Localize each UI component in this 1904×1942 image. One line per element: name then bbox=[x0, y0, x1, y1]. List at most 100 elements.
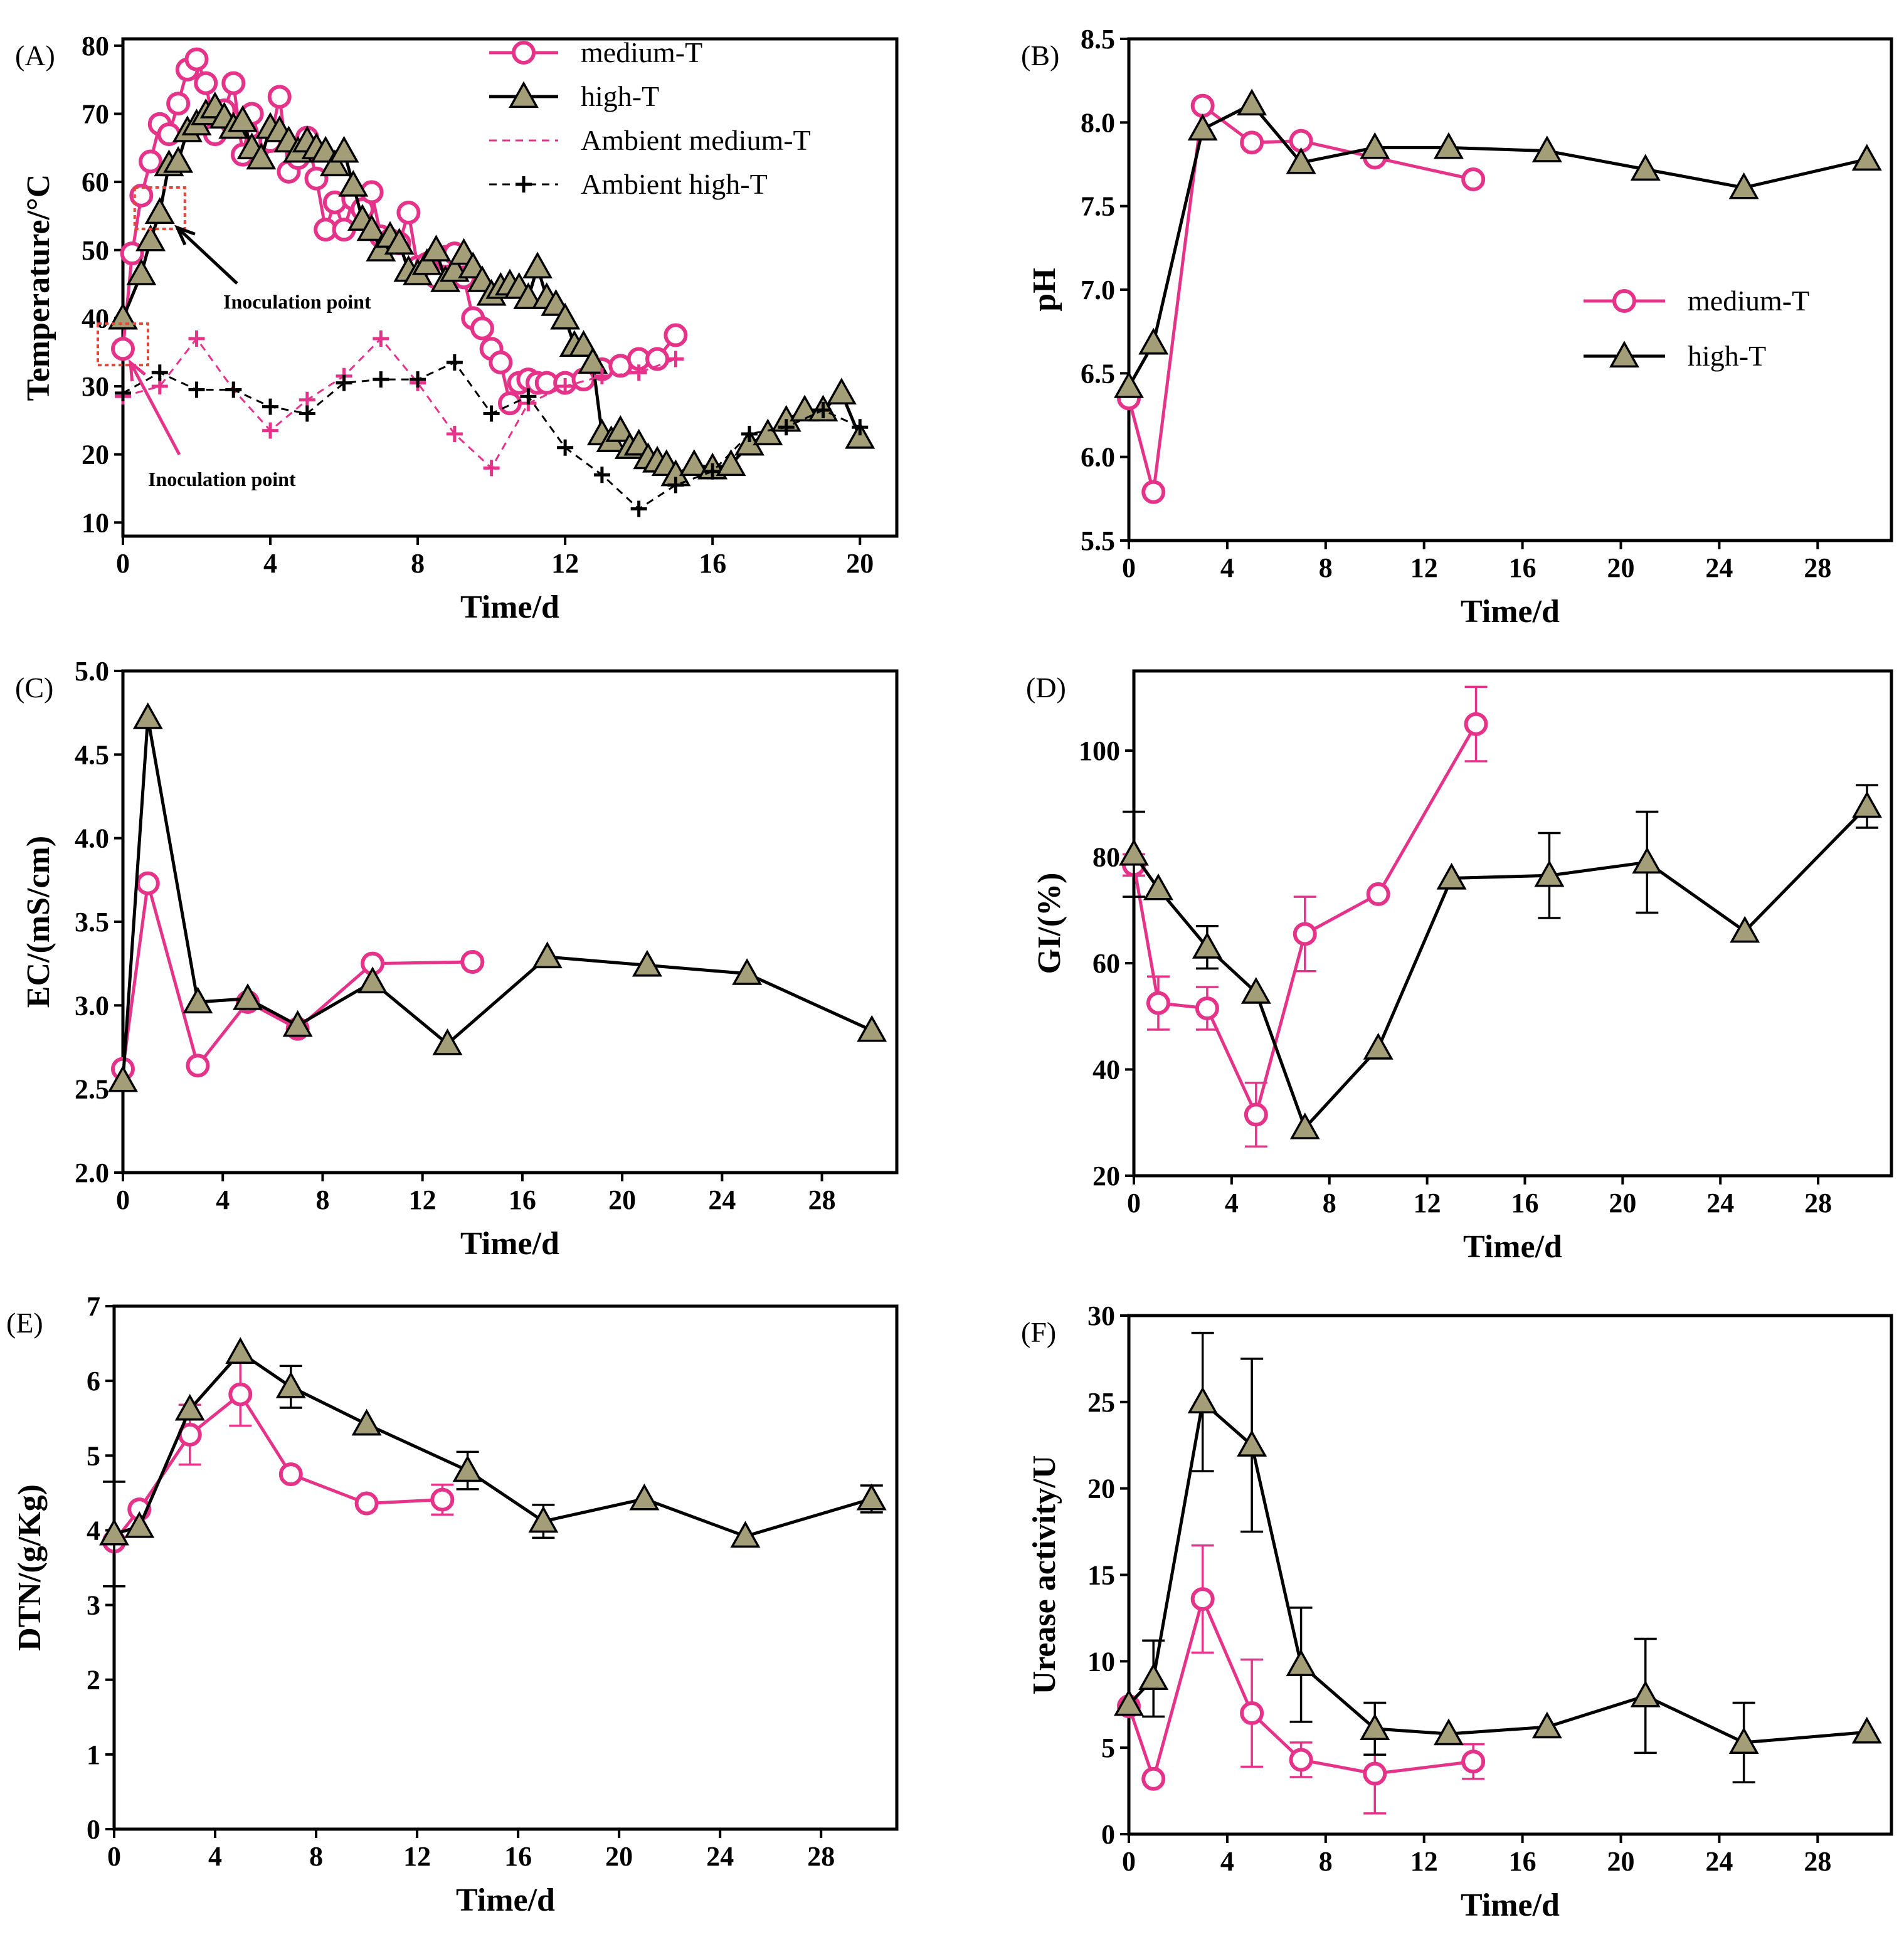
x-tick-label: 20 bbox=[1607, 1846, 1635, 1877]
y-tick-label: 60 bbox=[1092, 948, 1120, 979]
plot-frame bbox=[121, 669, 899, 1174]
series-high-t bbox=[1114, 88, 1882, 398]
x-tick-label: 24 bbox=[708, 1185, 736, 1215]
data-point bbox=[790, 394, 820, 422]
data-point bbox=[1192, 932, 1222, 959]
data-point bbox=[730, 1521, 761, 1548]
panel-d: 0 4 8 12 16 20 24 28 20 40 60 80 100 Time/d GI/(%) (D) bbox=[1026, 669, 1893, 1265]
y-tick-label: 7.5 bbox=[1081, 191, 1115, 222]
data-point bbox=[1240, 1701, 1264, 1726]
data-point bbox=[108, 1065, 138, 1092]
data-point bbox=[396, 201, 421, 225]
y-tick-label: 0 bbox=[87, 1814, 100, 1845]
x-tick-label: 16 bbox=[504, 1841, 532, 1872]
data-point bbox=[1461, 1749, 1486, 1774]
x-axis-title: Time/d bbox=[1461, 1887, 1560, 1923]
data-point bbox=[1240, 977, 1271, 1004]
y-tick-label: 1 bbox=[87, 1739, 100, 1770]
x-tick-label: 0 bbox=[1122, 552, 1136, 583]
data-point bbox=[1141, 480, 1166, 504]
x-tick-label: 24 bbox=[706, 1841, 734, 1872]
data-point bbox=[1293, 922, 1317, 946]
data-point bbox=[532, 941, 563, 969]
data-point bbox=[373, 371, 389, 388]
data-point bbox=[667, 477, 684, 493]
y-tick-label: 0 bbox=[1101, 1819, 1115, 1850]
data-point bbox=[778, 419, 795, 436]
data-point bbox=[1464, 712, 1488, 736]
data-point bbox=[1114, 1689, 1144, 1716]
x-tick-label: 28 bbox=[808, 1185, 836, 1215]
x-tick-label: 12 bbox=[403, 1841, 431, 1872]
x-tick-label: 24 bbox=[1705, 552, 1733, 583]
series-line bbox=[114, 1351, 872, 1538]
data-point bbox=[732, 958, 763, 985]
data-point bbox=[151, 378, 168, 395]
y-tick-label: 10 bbox=[1087, 1646, 1115, 1677]
legend-marker bbox=[512, 41, 536, 65]
x-tick-label: 20 bbox=[605, 1841, 633, 1872]
legend-entry: high-T bbox=[581, 80, 659, 112]
x-tick-label: 28 bbox=[1804, 552, 1831, 583]
y-tick-label: 8.0 bbox=[1081, 107, 1115, 138]
data-point bbox=[557, 378, 574, 395]
data-point bbox=[826, 377, 857, 405]
x-tick-label: 16 bbox=[1509, 552, 1536, 583]
data-point bbox=[129, 183, 154, 208]
data-point bbox=[1728, 172, 1759, 199]
plot-frame bbox=[121, 37, 899, 538]
y-axis-title: pH bbox=[1027, 268, 1062, 311]
series-high-t bbox=[1114, 1331, 1882, 1784]
data-point bbox=[1360, 1713, 1390, 1740]
legend: medium-T high-T Ambient medium-T Ambient hi… bbox=[489, 36, 811, 200]
data-point bbox=[852, 419, 869, 436]
data-point bbox=[233, 983, 263, 1010]
y-tick-label: 40 bbox=[1092, 1055, 1120, 1085]
data-point bbox=[1363, 1033, 1394, 1060]
data-point bbox=[163, 145, 194, 173]
data-point bbox=[299, 405, 315, 422]
data-point bbox=[1237, 1430, 1267, 1457]
data-point bbox=[267, 85, 292, 109]
data-point bbox=[319, 149, 350, 177]
x-tick-label: 12 bbox=[1414, 1188, 1441, 1218]
x-tick-label: 16 bbox=[1511, 1188, 1538, 1218]
x-axis-title: Time/d bbox=[460, 1226, 559, 1262]
series-line bbox=[1132, 805, 1868, 1130]
legend: medium-T high-T bbox=[1584, 285, 1809, 372]
data-point bbox=[667, 351, 684, 367]
data-point bbox=[99, 1518, 129, 1546]
series-high-t bbox=[1119, 784, 1883, 1139]
y-tick-label: 80 bbox=[82, 31, 109, 61]
y-tick-label: 40 bbox=[82, 303, 109, 334]
y-tick-label: 3.0 bbox=[75, 990, 109, 1021]
y-tick-label: 30 bbox=[82, 371, 109, 402]
y-tick-label: 4.5 bbox=[75, 739, 109, 770]
data-point bbox=[578, 347, 608, 374]
y-tick-label: 100 bbox=[1079, 736, 1120, 766]
inoculation-label: Inoculation point bbox=[223, 290, 371, 313]
inoculation-label: Inoculation point bbox=[148, 468, 296, 490]
data-point bbox=[373, 330, 389, 347]
series-medium-t bbox=[102, 1361, 455, 1554]
data-point bbox=[1852, 791, 1883, 818]
data-point bbox=[1190, 93, 1215, 118]
x-tick-label: 4 bbox=[1220, 552, 1234, 583]
plot-frame bbox=[112, 1304, 899, 1831]
data-point bbox=[139, 149, 163, 174]
y-tick-label: 10 bbox=[82, 507, 109, 538]
data-point bbox=[282, 1010, 313, 1037]
data-point bbox=[483, 460, 500, 477]
legend-entry: medium-T bbox=[1688, 285, 1809, 317]
data-point bbox=[1531, 1711, 1562, 1739]
y-tick-label: 5.5 bbox=[1081, 525, 1115, 556]
y-axis-title: Temperature/°C bbox=[21, 174, 56, 401]
y-tick-label: 5 bbox=[1101, 1733, 1115, 1763]
y-tick-label: 2.5 bbox=[75, 1074, 109, 1105]
legend-marker bbox=[516, 176, 532, 193]
series-ambient-high-t bbox=[115, 354, 869, 517]
x-tick-label: 0 bbox=[1122, 1846, 1136, 1877]
data-point bbox=[338, 169, 369, 197]
y-tick-label: 3.5 bbox=[75, 907, 109, 937]
data-point bbox=[194, 71, 218, 95]
